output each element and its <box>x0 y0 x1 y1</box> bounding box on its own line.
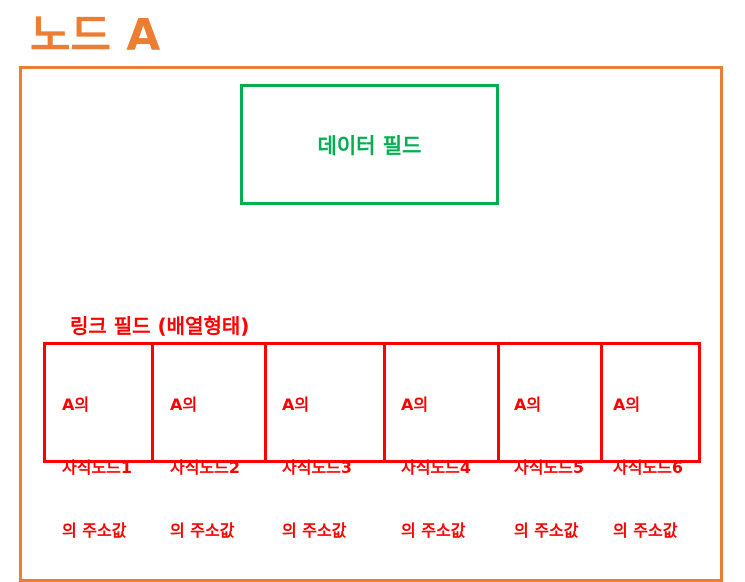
array-cell-1: A의 자식노드1 의 주소값 <box>62 352 132 562</box>
data-field-box: 데이터 필드 <box>240 84 499 205</box>
array-cell-divider <box>264 342 267 463</box>
link-field-array <box>43 342 701 463</box>
array-cell-divider <box>497 342 500 463</box>
cell-line: 의 주소값 <box>170 521 235 540</box>
data-field-label: 데이터 필드 <box>317 133 422 158</box>
array-cell-5: A의 자식노드5 의 주소값 <box>514 352 584 562</box>
cell-line: 자식노드4 <box>401 458 472 477</box>
cell-line: 의 주소값 <box>401 521 466 540</box>
array-cell-4: A의 자식노드4 의 주소값 <box>401 352 471 562</box>
array-cell-6: A의 자식노드6 의 주소값 <box>613 352 683 562</box>
cell-line: 자식노드1 <box>62 458 133 477</box>
cell-line: A의 <box>170 395 198 414</box>
cell-line: A의 <box>401 395 429 414</box>
cell-line: 의 주소값 <box>514 521 579 540</box>
cell-line: A의 <box>62 395 90 414</box>
link-field-title: 링크 필드 (배열형태) <box>70 314 250 338</box>
node-title: 노드 A <box>30 10 161 61</box>
array-cell-2: A의 자식노드2 의 주소값 <box>170 352 240 562</box>
cell-line: A의 <box>514 395 542 414</box>
cell-line: 의 주소값 <box>613 521 678 540</box>
array-cell-divider <box>151 342 154 463</box>
cell-line: A의 <box>282 395 310 414</box>
cell-line: 자식노드3 <box>282 458 353 477</box>
cell-line: 자식노드5 <box>514 458 585 477</box>
cell-line: 의 주소값 <box>62 521 127 540</box>
cell-line: 의 주소값 <box>282 521 347 540</box>
cell-line: 자식노드6 <box>613 458 684 477</box>
cell-line: A의 <box>613 395 641 414</box>
cell-line: 자식노드2 <box>170 458 241 477</box>
array-cell-3: A의 자식노드3 의 주소값 <box>282 352 352 562</box>
array-cell-divider <box>383 342 386 463</box>
array-cell-divider <box>600 342 603 463</box>
